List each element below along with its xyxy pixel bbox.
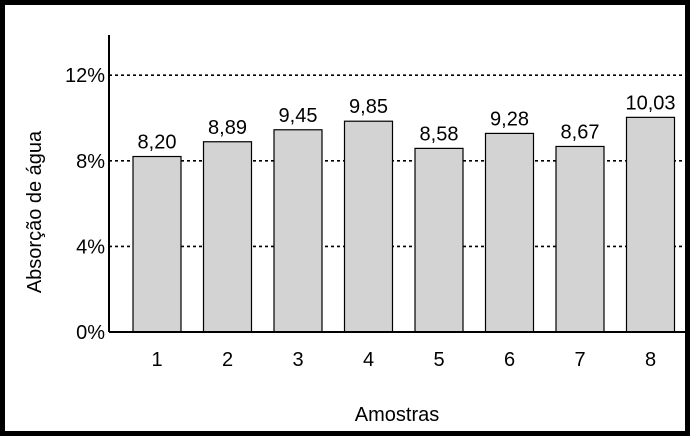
bars [132, 116, 676, 333]
value-label: 8,67 [561, 121, 600, 143]
bar-chart: 0% 4% 8% 12% 1 2 3 4 5 6 7 8 8,20 8,89 9,45 9,85 8,58 9… [24, 35, 685, 426]
value-label: 8,58 [420, 123, 459, 145]
value-label: 10,03 [625, 92, 675, 114]
bar [202, 141, 253, 333]
x-tick-label: 7 [574, 349, 585, 371]
bar [132, 155, 182, 333]
x-tick-label: 6 [504, 349, 515, 371]
y-axis-title: Absorção de água [24, 130, 46, 293]
y-tick-label: 0% [76, 322, 105, 344]
value-label: 8,20 [138, 132, 177, 154]
x-tick-label: 3 [292, 349, 303, 371]
bar [273, 129, 323, 333]
value-label: 9,85 [349, 96, 388, 118]
y-tick-label: 12% [65, 65, 105, 87]
value-labels: 8,20 8,89 9,45 9,85 8,58 9,28 8,67 10,03 [138, 92, 676, 153]
x-axis-title: Amostras [355, 404, 439, 426]
value-label: 9,28 [490, 108, 529, 130]
axes [108, 35, 685, 333]
x-tick-label: 8 [645, 349, 656, 371]
y-tick-label: 4% [76, 236, 105, 258]
x-tick-label: 4 [363, 349, 374, 371]
bar [343, 120, 394, 333]
bar [414, 147, 464, 333]
value-label: 9,45 [279, 105, 318, 127]
x-tick-label: 5 [433, 349, 444, 371]
y-tick-label: 8% [76, 151, 105, 173]
value-label: 8,89 [208, 117, 247, 139]
x-tick-label: 2 [222, 349, 233, 371]
bar [484, 132, 535, 333]
bar [555, 145, 605, 333]
bar [625, 116, 676, 333]
x-tick-label: 1 [151, 349, 162, 371]
x-tick-labels: 1 2 3 4 5 6 7 8 [151, 349, 656, 371]
y-tick-labels: 0% 4% 8% 12% [65, 65, 105, 344]
